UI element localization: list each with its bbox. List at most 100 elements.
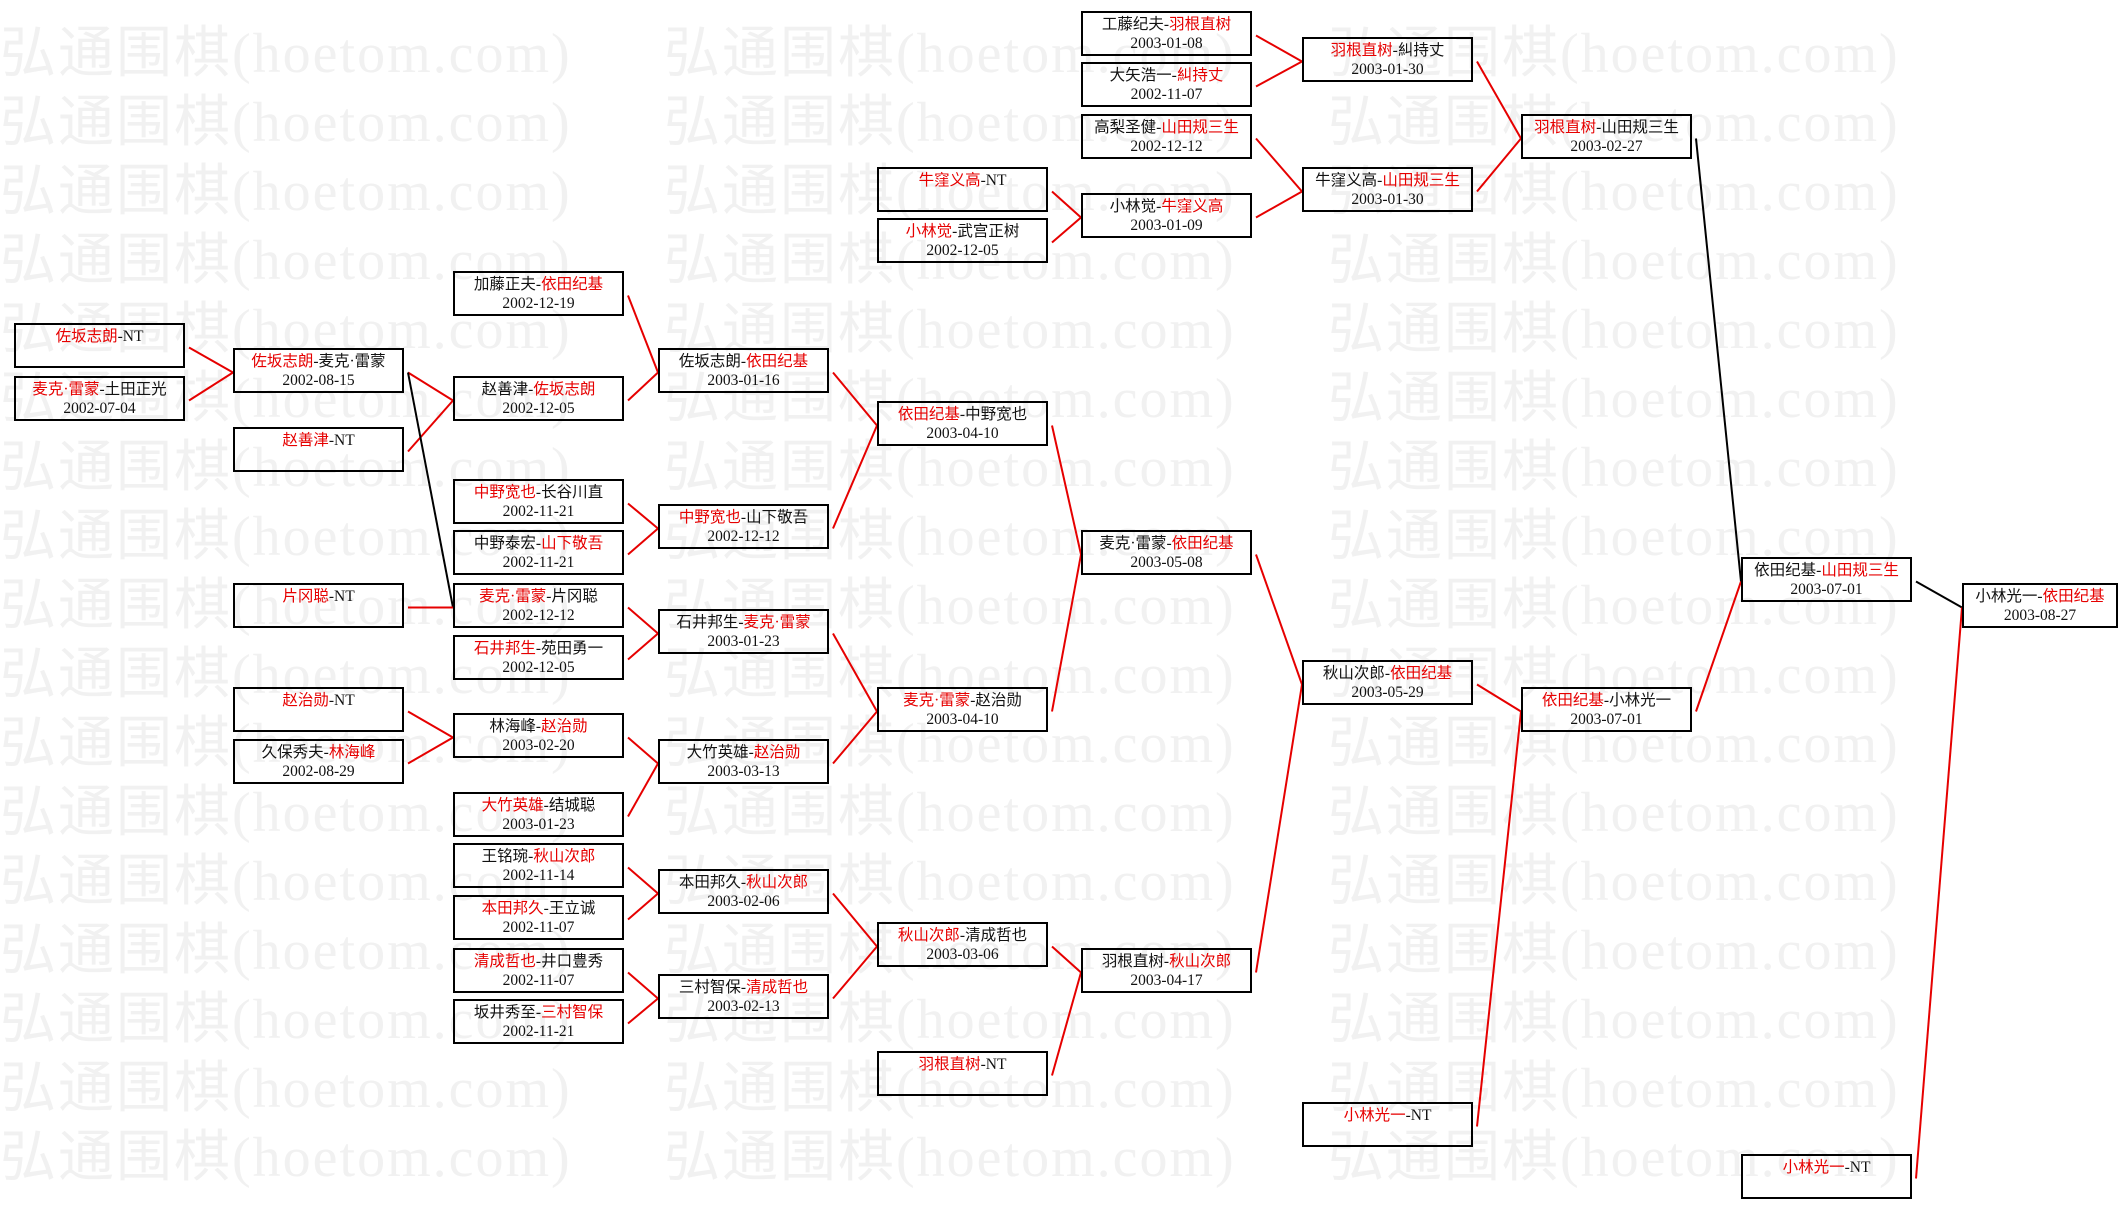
match-date: 2002-12-05 <box>502 659 575 676</box>
match-box-D4: 大竹英雄-赵治勋 2003-03-13 <box>658 739 829 784</box>
match-players: 牛窪义高-NT <box>879 169 1046 190</box>
connector-C2-D1 <box>627 371 659 402</box>
watermark-text: 弘通围棋(hoetom.com) <box>0 851 572 913</box>
player-name: 小林觉- <box>1109 198 1162 215</box>
player-name: 麦克·雷蒙- <box>1099 535 1172 552</box>
match-box-A2: 麦克·雷蒙-土田正光 2002-07-04 <box>14 376 185 421</box>
watermark-text: 弘通围棋(hoetom.com) <box>0 506 572 568</box>
match-players: 羽根直树-NT <box>879 1053 1046 1074</box>
winner-name: 中野宽也 <box>678 509 741 526</box>
connector-D1-E1 <box>832 371 878 427</box>
match-box-G4: 小林光一-NT <box>1302 1102 1473 1147</box>
watermark-row: 弘通围棋(hoetom.com) 弘通围棋(hoetom.com) 弘通围棋(hoe… <box>0 576 1992 636</box>
player-name: 久保秀夫- <box>261 744 329 761</box>
player-name: -小林光一 <box>1603 692 1672 709</box>
winner-name: 牛窪义高 <box>1161 198 1224 215</box>
watermark-row: 弘通围棋(hoetom.com) 弘通围棋(hoetom.com) 弘通围棋(hoe… <box>0 714 1992 774</box>
match-players: 大竹英雄-赵治勋 <box>660 741 827 762</box>
winner-name: 羽根直树 <box>918 1056 981 1073</box>
match-box-G3: 秋山次郎-依田纪基 2003-05-29 <box>1302 660 1473 705</box>
watermark-text: 弘通围棋(hoetom.com) <box>664 437 1236 499</box>
watermark-text: 弘通围棋(hoetom.com) <box>664 1058 1236 1120</box>
winner-name: 三村智保 <box>541 1004 604 1021</box>
connector-C7-D4 <box>627 736 659 765</box>
match-date: 2003-01-23 <box>707 633 780 650</box>
match-players: 三村智保-清成哲也 <box>660 976 827 997</box>
match-players: 石井邦生-麦克·雷蒙 <box>660 611 827 632</box>
match-players: 赵治勋-NT <box>235 689 402 710</box>
match-date: 2003-02-20 <box>502 737 575 754</box>
match-date: 2003-01-16 <box>707 372 780 389</box>
match-box-D5: 本田邦久-秋山次郎 2003-02-06 <box>658 869 829 914</box>
winner-name: 依田纪基 <box>1390 665 1453 682</box>
match-box-E0b: 小林觉-武宫正树 2002-12-05 <box>877 218 1048 263</box>
watermark-text: 弘通围棋(hoetom.com) <box>0 299 572 361</box>
watermark-text: 弘通围棋(hoetom.com) <box>664 713 1236 775</box>
watermark-text: 弘通围棋(hoetom.com) <box>664 1127 1236 1189</box>
watermark-text: 弘通围棋(hoetom.com) <box>1328 368 1900 430</box>
match-players: 中野宽也-长谷川直 <box>455 481 622 502</box>
watermark-text: 弘通围棋(hoetom.com) <box>1328 92 1900 154</box>
connector-F4-G2 <box>1255 190 1303 219</box>
winner-name: 佐坂志朗 <box>251 353 314 370</box>
watermark-row: 弘通围棋(hoetom.com) 弘通围棋(hoetom.com) 弘通围棋(hoe… <box>0 438 1992 498</box>
watermark-text: 弘通围棋(hoetom.com) <box>664 92 1236 154</box>
watermark-text: 弘通围棋(hoetom.com) <box>664 989 1236 1051</box>
winner-name: 依田纪基 <box>2042 588 2105 605</box>
watermark-text: 弘通围棋(hoetom.com) <box>1328 920 1900 982</box>
match-players: 羽根直树-糾持丈 <box>1304 39 1471 60</box>
match-players: 依田纪基-中野宽也 <box>879 403 1046 424</box>
match-players: 佐坂志朗-NT <box>16 325 183 346</box>
watermark-row: 弘通围棋(hoetom.com) 弘通围棋(hoetom.com) 弘通围棋(hoe… <box>0 162 1992 222</box>
connector-G3-H2 <box>1476 683 1522 713</box>
winner-name: 羽根直树 <box>1169 16 1232 33</box>
match-players: 本田邦久-王立诚 <box>455 897 622 918</box>
connector-G2-H1 <box>1476 137 1522 193</box>
match-date: 2002-11-14 <box>502 867 575 884</box>
watermark-text: 弘通围棋(hoetom.com) <box>664 575 1236 637</box>
connector-F5-G3 <box>1255 554 1303 685</box>
match-date: 2003-03-06 <box>926 946 999 963</box>
watermark-text: 弘通围棋(hoetom.com) <box>0 23 572 85</box>
match-box-F5: 麦克·雷蒙-依田纪基 2003-05-08 <box>1081 530 1252 575</box>
winner-name: 依田纪基 <box>897 406 960 423</box>
match-date: 2003-07-01 <box>1790 581 1863 598</box>
match-date: 2003-07-01 <box>1570 711 1643 728</box>
connector-C6-D3 <box>627 632 659 661</box>
player-name: 大竹英雄- <box>686 744 754 761</box>
connector-C8-D4 <box>627 763 659 817</box>
match-box-C4: 中野泰宏-山下敬吾 2002-11-21 <box>453 530 624 575</box>
winner-name: 赵治勋 <box>282 692 329 709</box>
match-box-F3: 高梨圣健-山田规三生 2002-12-12 <box>1081 114 1252 159</box>
match-box-D3: 石井邦生-麦克·雷蒙 2003-01-23 <box>658 609 829 654</box>
match-players: 清成哲也-井口豊秀 <box>455 950 622 971</box>
connector-D3-E2 <box>832 633 878 712</box>
player-name: -苑田勇一 <box>535 640 604 657</box>
watermark-row: 弘通围棋(hoetom.com) 弘通围棋(hoetom.com) 弘通围棋(hoe… <box>0 507 1992 567</box>
match-players: 本田邦久-秋山次郎 <box>660 871 827 892</box>
match-box-J1: 小林光一-依田纪基 2003-08-27 <box>1962 583 2118 628</box>
winner-name: 秋山次郎 <box>1169 953 1232 970</box>
match-box-E4: 羽根直树-NT <box>877 1051 1048 1096</box>
match-date: 2003-03-13 <box>707 763 780 780</box>
match-box-B2: 赵善津-NT <box>233 427 404 472</box>
player-name: 依田纪基- <box>1754 562 1822 579</box>
match-box-B5: 久保秀夫-林海峰 2002-08-29 <box>233 739 404 784</box>
match-box-D6: 三村智保-清成哲也 2003-02-13 <box>658 974 829 1019</box>
connector-A1-B1 <box>188 346 234 374</box>
watermark-text: 弘通围棋(hoetom.com) <box>0 92 572 154</box>
connector-F3-G2 <box>1255 137 1303 193</box>
connector-E2-F5 <box>1051 554 1082 712</box>
player-name: 王铭琬- <box>481 848 534 865</box>
match-box-D2: 中野宽也-山下敬吾 2002-12-12 <box>658 504 829 549</box>
connector-D6-E3 <box>832 945 878 1000</box>
winner-name: 依田纪基 <box>746 353 809 370</box>
connector-C3-D2 <box>627 502 659 530</box>
watermark-text: 弘通围棋(hoetom.com) <box>0 1058 572 1120</box>
player-name: -王立诚 <box>543 900 596 917</box>
watermark-text: 弘通围棋(hoetom.com) <box>0 644 572 706</box>
match-date: 2003-04-10 <box>926 711 999 728</box>
match-date: 2002-11-21 <box>502 503 575 520</box>
match-box-B3: 片冈聪-NT <box>233 583 404 628</box>
